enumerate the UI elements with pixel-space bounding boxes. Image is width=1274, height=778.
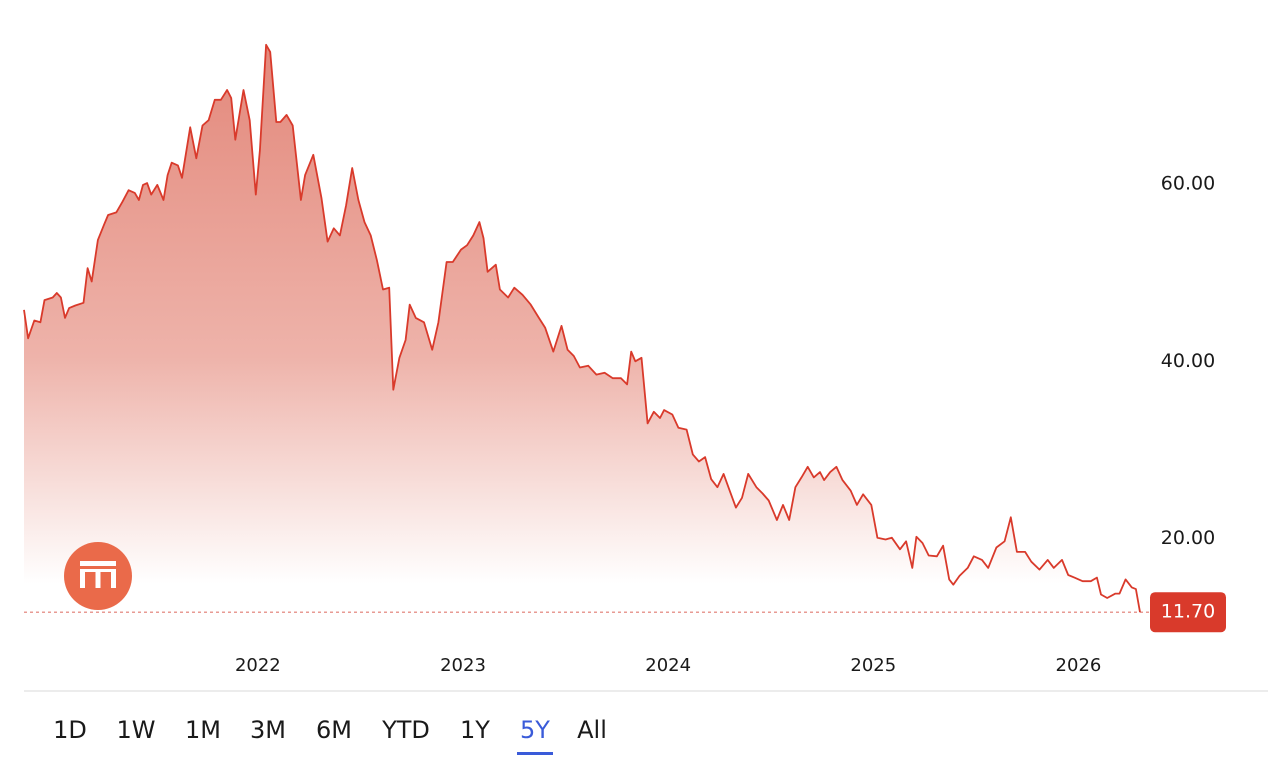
x-tick-label: 2026 <box>1056 655 1102 676</box>
x-tick-label: 2023 <box>440 655 486 676</box>
logo <box>64 542 132 610</box>
x-tick-label: 2025 <box>850 655 896 676</box>
current-price-box <box>1150 592 1226 633</box>
range-button[interactable]: 1D <box>53 716 87 744</box>
range-button[interactable]: 1M <box>185 716 221 744</box>
range-button[interactable]: YTD <box>381 716 430 744</box>
range-button[interactable]: 5Y <box>520 716 550 744</box>
x-tick-label: 2022 <box>235 655 281 676</box>
range-button[interactable]: 1Y <box>460 716 490 744</box>
y-tick-label: 40.00 <box>1161 350 1215 372</box>
range-button[interactable]: 1W <box>117 716 156 744</box>
range-button[interactable]: 6M <box>316 716 352 744</box>
price-line <box>23 43 1141 613</box>
current-price-label: 11.70 <box>1161 601 1215 623</box>
y-tick-label: 20.00 <box>1161 527 1215 549</box>
y-tick-label: 60.00 <box>1161 173 1215 195</box>
selected-underline <box>517 752 553 755</box>
area-fill <box>24 44 1140 613</box>
x-tick-label: 2024 <box>645 655 691 676</box>
range-button[interactable]: All <box>577 716 607 744</box>
range-button[interactable]: 3M <box>250 716 286 744</box>
